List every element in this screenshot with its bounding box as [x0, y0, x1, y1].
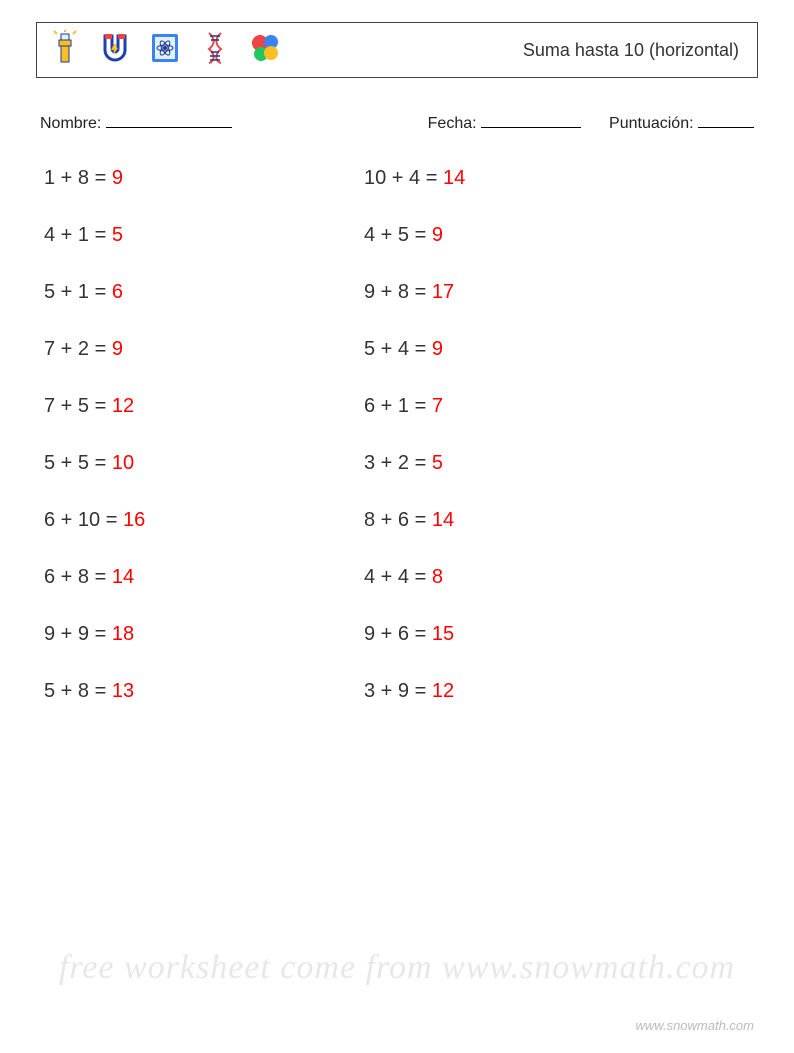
problem: 7 + 2 = 9: [44, 338, 364, 361]
problem-answer: 12: [432, 680, 454, 702]
magnet-icon: [97, 30, 133, 71]
date-field: Fecha:: [428, 110, 581, 133]
problem: 9 + 6 = 15: [364, 623, 684, 646]
problem: 10 + 4 = 14: [364, 167, 684, 190]
problem-expression: 3 + 9 =: [364, 680, 432, 702]
problem-expression: 4 + 5 =: [364, 224, 432, 246]
problem-expression: 9 + 9 =: [44, 623, 112, 645]
problem: 1 + 8 = 9: [44, 167, 364, 190]
worksheet-title: Suma hasta 10 (horizontal): [523, 40, 739, 61]
problem-answer: 14: [443, 167, 465, 189]
problem-answer: 16: [123, 509, 145, 531]
problem-answer: 5: [112, 224, 123, 246]
problem-answer: 9: [432, 224, 443, 246]
problem-expression: 7 + 5 =: [44, 395, 112, 417]
problem-expression: 9 + 8 =: [364, 281, 432, 303]
problem-expression: 6 + 8 =: [44, 566, 112, 588]
watermark: free worksheet come from www.snowmath.co…: [0, 949, 794, 987]
problem: 6 + 1 = 7: [364, 395, 684, 418]
problem-expression: 6 + 10 =: [44, 509, 123, 531]
problem: 6 + 10 = 16: [44, 509, 364, 532]
footer-link: www.snowmath.com: [636, 1018, 754, 1033]
problem: 6 + 8 = 14: [44, 566, 364, 589]
problem-answer: 9: [432, 338, 443, 360]
problem-expression: 7 + 2 =: [44, 338, 112, 360]
problem-answer: 13: [112, 680, 134, 702]
problem-expression: 5 + 8 =: [44, 680, 112, 702]
problem-answer: 6: [112, 281, 123, 303]
flashlight-icon: [47, 30, 83, 71]
problem: 5 + 8 = 13: [44, 680, 364, 703]
problem-answer: 8: [432, 566, 443, 588]
icon-row: [47, 30, 283, 71]
problem: 3 + 2 = 5: [364, 452, 684, 475]
problem-answer: 14: [112, 566, 134, 588]
problem-answer: 17: [432, 281, 454, 303]
problem-answer: 15: [432, 623, 454, 645]
problem-expression: 10 + 4 =: [364, 167, 443, 189]
meta-row: Nombre: Fecha: Puntuación:: [36, 110, 758, 133]
dna-icon: [197, 30, 233, 71]
problem-answer: 7: [432, 395, 443, 417]
header-box: Suma hasta 10 (horizontal): [36, 22, 758, 78]
problem: 4 + 5 = 9: [364, 224, 684, 247]
problem-answer: 10: [112, 452, 134, 474]
name-label: Nombre:: [40, 115, 101, 132]
problem-answer: 5: [432, 452, 443, 474]
score-blank[interactable]: [698, 110, 754, 128]
problem-expression: 1 + 8 =: [44, 167, 112, 189]
problem-expression: 8 + 6 =: [364, 509, 432, 531]
problem: 9 + 8 = 17: [364, 281, 684, 304]
problem-expression: 9 + 6 =: [364, 623, 432, 645]
problem: 3 + 9 = 12: [364, 680, 684, 703]
problem-answer: 9: [112, 338, 123, 360]
problem: 8 + 6 = 14: [364, 509, 684, 532]
problem-answer: 14: [432, 509, 454, 531]
date-blank[interactable]: [481, 110, 581, 128]
problem-answer: 18: [112, 623, 134, 645]
problem: 7 + 5 = 12: [44, 395, 364, 418]
problem-expression: 4 + 4 =: [364, 566, 432, 588]
score-label: Puntuación:: [609, 115, 694, 132]
problem-expression: 5 + 1 =: [44, 281, 112, 303]
problem: 4 + 4 = 8: [364, 566, 684, 589]
molecules-icon: [247, 30, 283, 71]
problem-expression: 5 + 4 =: [364, 338, 432, 360]
score-field: Puntuación:: [609, 110, 754, 133]
problem-expression: 3 + 2 =: [364, 452, 432, 474]
problem-expression: 4 + 1 =: [44, 224, 112, 246]
problem-expression: 5 + 5 =: [44, 452, 112, 474]
problem-expression: 6 + 1 =: [364, 395, 432, 417]
problems-grid: 1 + 8 = 910 + 4 = 144 + 1 = 54 + 5 = 95 …: [36, 167, 758, 703]
problem-answer: 9: [112, 167, 123, 189]
name-blank[interactable]: [106, 110, 232, 128]
atom-book-icon: [147, 30, 183, 71]
name-field: Nombre:: [40, 110, 232, 133]
problem-answer: 12: [112, 395, 134, 417]
problem: 4 + 1 = 5: [44, 224, 364, 247]
problem: 5 + 1 = 6: [44, 281, 364, 304]
date-label: Fecha:: [428, 115, 477, 132]
problem: 5 + 4 = 9: [364, 338, 684, 361]
problem: 5 + 5 = 10: [44, 452, 364, 475]
problem: 9 + 9 = 18: [44, 623, 364, 646]
